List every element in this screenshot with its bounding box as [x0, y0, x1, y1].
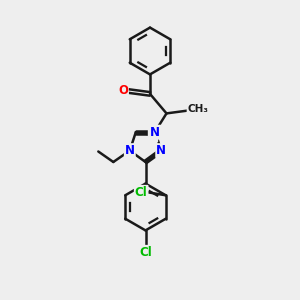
Text: O: O	[118, 84, 128, 98]
Text: S: S	[149, 128, 157, 142]
Text: N: N	[156, 144, 166, 157]
Text: N: N	[125, 144, 135, 157]
Text: N: N	[150, 126, 160, 139]
Text: CH₃: CH₃	[188, 104, 208, 115]
Text: Cl: Cl	[135, 186, 148, 199]
Text: Cl: Cl	[139, 246, 152, 259]
